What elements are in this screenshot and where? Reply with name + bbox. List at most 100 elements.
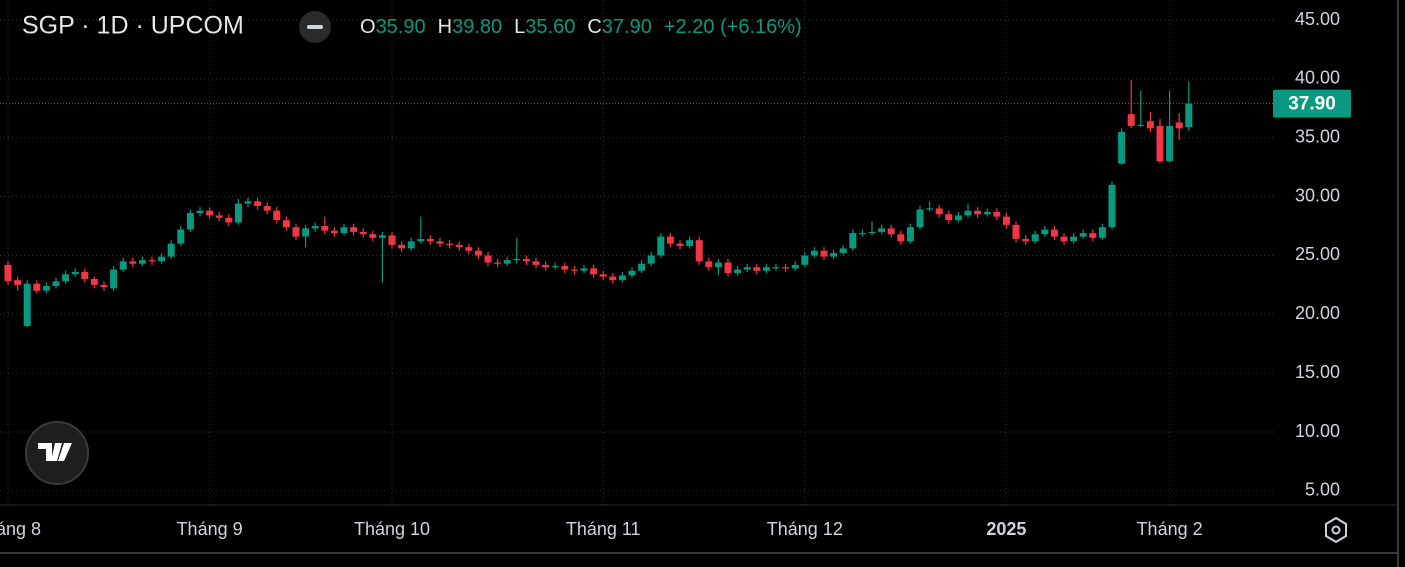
candle-body [4, 264, 12, 282]
x-tick-label: Tháng 2 [1137, 519, 1203, 539]
x-tick-label: 2025 [986, 519, 1026, 539]
candle-body [436, 241, 444, 244]
candle-body [887, 228, 895, 235]
legend-value: 37.90 [602, 16, 652, 38]
candle-body [686, 240, 694, 247]
candle-body [916, 209, 924, 228]
y-tick-label: 10.00 [1295, 421, 1340, 441]
candle-body [906, 227, 914, 242]
candle-body [772, 267, 780, 269]
candle-body [513, 258, 521, 261]
candle-body [254, 201, 262, 207]
x-tick-label: Tháng 10 [354, 519, 430, 539]
candle-body [1041, 229, 1049, 235]
candle-body [1022, 238, 1030, 242]
candle-body [42, 286, 50, 291]
candle-body [158, 256, 166, 262]
y-tick-label: 20.00 [1295, 303, 1340, 323]
legend-change: +2.20 (+6.16%) [664, 16, 802, 38]
candle-body [119, 261, 127, 270]
legend-value: 39.80 [452, 16, 502, 38]
legend-key: C [587, 16, 601, 38]
candle-body [62, 274, 70, 282]
y-tick-label: 35.00 [1295, 126, 1340, 146]
ohlc-legend: O35.90 H39.80 L35.60 C37.90 +2.20 (+6.16%) [360, 16, 802, 38]
candle-body [599, 274, 607, 277]
candle-body [926, 208, 934, 210]
candle-body [868, 231, 876, 234]
candle-body [206, 210, 214, 216]
candle-body [186, 213, 194, 230]
candle-body [561, 266, 569, 270]
candle-body [263, 206, 271, 211]
last-price-tag [1273, 89, 1351, 118]
candle-body [167, 243, 175, 257]
candle-body [666, 236, 674, 244]
candle-body [1108, 184, 1116, 228]
candle-body [330, 230, 338, 234]
candle-body [90, 278, 98, 285]
legend-key: L [514, 16, 525, 38]
candle-body [820, 250, 828, 257]
candle-body [810, 250, 818, 256]
candle-body [532, 261, 540, 265]
candle-body [1156, 125, 1164, 162]
candle-body [225, 217, 233, 223]
candle-body [1098, 227, 1106, 238]
candle-body [705, 261, 713, 268]
candle-body [964, 210, 972, 216]
candle-body [897, 234, 905, 242]
candle-body [244, 201, 252, 204]
y-tick-label: 15.00 [1295, 362, 1340, 382]
candle-body [455, 244, 463, 248]
candle-body [215, 215, 223, 218]
candle-body [714, 262, 722, 268]
y-tick-label: 45.00 [1295, 9, 1340, 29]
candle-body [1079, 233, 1087, 237]
candle-body [33, 283, 41, 291]
candle-body [1166, 125, 1174, 162]
candle-body [657, 236, 665, 256]
candle-body [830, 253, 838, 257]
candle-body [1127, 114, 1135, 126]
settings-icon[interactable] [1325, 516, 1347, 544]
candle-body [983, 211, 991, 215]
chart-title: SGP · 1D · UPCOM [22, 12, 244, 40]
candle-body [446, 243, 454, 245]
candle-body [282, 220, 290, 228]
candle-body [695, 240, 703, 262]
candle-body [858, 233, 866, 235]
x-tick-label: Tháng 12 [767, 519, 843, 539]
legend-key: O [360, 16, 376, 38]
candle-body [1118, 131, 1126, 164]
y-tick-label: 25.00 [1295, 244, 1340, 264]
y-tick-label: 40.00 [1295, 68, 1340, 88]
candle-body [782, 267, 790, 269]
x-tick-label: Tháng 11 [566, 519, 641, 539]
candle-body [1070, 236, 1078, 242]
candle-body [1137, 124, 1145, 126]
candle-body [1175, 122, 1183, 129]
candle-body [177, 229, 185, 244]
candle-body [676, 243, 684, 247]
candle-body [359, 231, 367, 235]
candle-body [302, 228, 310, 237]
candle-body [954, 215, 962, 221]
candle-body [311, 226, 319, 229]
last-price-label: 37.90 [1288, 94, 1336, 115]
candle-body [522, 258, 530, 262]
candle-body [1146, 121, 1154, 129]
candle-body [465, 247, 473, 251]
candle-body [417, 238, 425, 242]
candle-body [388, 235, 396, 245]
candle-body [628, 270, 636, 276]
candle-body [378, 235, 386, 238]
plot: 45.00 40.00 35.00 30.00 25.00 20.00 15.00 10.00… [0, 0, 1351, 539]
settings-icon-center [1331, 525, 1341, 535]
candle-body [878, 228, 886, 232]
candle-body [340, 227, 348, 234]
candle-body [484, 255, 492, 263]
candle-body [1050, 229, 1058, 237]
